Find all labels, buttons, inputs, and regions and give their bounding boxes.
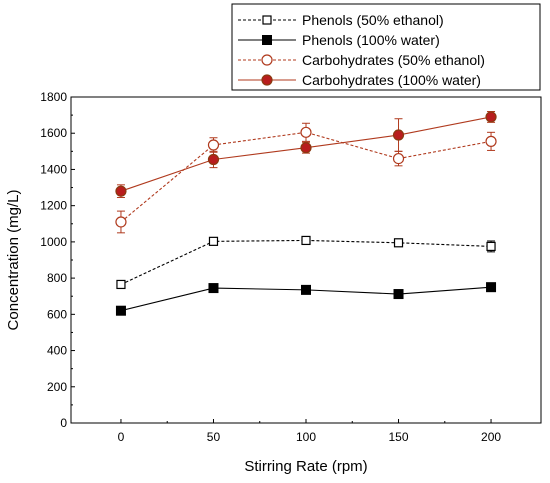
y-tick-label: 0 <box>60 416 67 430</box>
series-4 <box>115 110 497 199</box>
y-tick-label: 400 <box>47 344 67 358</box>
legend-entry-3: Carbohydrates (50% ethanol) <box>238 52 485 68</box>
legend-frame <box>231 3 541 91</box>
legend-entry-1: Phenols (50% ethanol) <box>238 12 444 28</box>
data-point <box>300 142 312 154</box>
x-tick-label: 150 <box>389 430 409 444</box>
legend-entry-2: Phenols (100% water) <box>238 32 440 48</box>
data-point <box>392 129 405 141</box>
data-point <box>485 111 497 123</box>
series-1 <box>116 235 496 290</box>
data-point <box>301 284 311 295</box>
data-point <box>208 283 219 294</box>
series-line <box>120 131 492 223</box>
data-point <box>486 241 496 252</box>
legend: Phenols (50% ethanol) Phenols (100% water… <box>231 3 541 91</box>
series-layer <box>115 110 497 316</box>
data-point <box>207 153 220 166</box>
x-tick-label: 200 <box>481 430 501 444</box>
legend-label: Phenols (100% water) <box>302 32 440 48</box>
legend-entry-4: Carbohydrates (100% water) <box>238 72 481 88</box>
y-axis-ticks: 0 200 400 600 800 1000 1200 1400 1600 1800 <box>40 90 75 430</box>
y-tick-label: 1000 <box>40 235 67 249</box>
data-point <box>207 139 220 151</box>
legend-label: Carbohydrates (100% water) <box>302 72 481 88</box>
series-2 <box>115 282 497 316</box>
x-axis-ticks: 0 50 100 150 200 <box>118 419 501 444</box>
legend-marker <box>262 15 272 25</box>
y-tick-label: 200 <box>47 380 67 394</box>
data-point <box>115 216 127 228</box>
x-tick-label: 0 <box>118 430 125 444</box>
data-point <box>486 282 497 293</box>
x-axis-title: Stirring Rate (rpm) <box>244 458 367 475</box>
legend-marker <box>261 74 273 86</box>
data-point <box>392 152 405 165</box>
data-point <box>115 305 126 316</box>
data-point <box>393 289 404 300</box>
y-tick-label: 1800 <box>40 90 67 104</box>
legend-marker <box>262 35 272 45</box>
y-tick-label: 800 <box>47 271 67 285</box>
data-point <box>115 185 127 197</box>
y-tick-label: 600 <box>47 307 67 321</box>
x-tick-label: 100 <box>296 430 316 444</box>
legend-marker <box>261 54 273 66</box>
data-point <box>300 126 312 138</box>
y-axis-title: Concentration (mg/L) <box>5 190 22 331</box>
legend-label: Carbohydrates (50% ethanol) <box>302 52 485 68</box>
data-point <box>301 235 311 246</box>
y-tick-label: 1400 <box>40 162 67 176</box>
data-point <box>116 279 126 290</box>
series-3 <box>115 122 497 234</box>
y-tick-label: 1200 <box>40 199 67 213</box>
series-line <box>120 239 492 285</box>
x-tick-label: 50 <box>207 430 221 444</box>
data-point <box>393 238 404 248</box>
data-point <box>208 236 219 246</box>
y-tick-label: 1600 <box>40 126 67 140</box>
data-point <box>485 135 497 147</box>
legend-label: Phenols (50% ethanol) <box>302 12 444 28</box>
